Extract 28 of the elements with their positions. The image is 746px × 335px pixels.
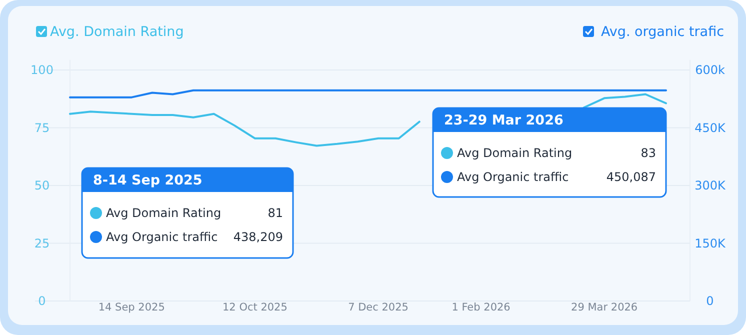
annotation: 81 [268, 206, 283, 220]
y2-tick-label: 0 [706, 294, 714, 308]
annotation: Avg Domain Rating [457, 146, 572, 160]
annotation: 438,209 [233, 230, 283, 244]
x-tick-label: 29 Mar 2026 [571, 302, 638, 314]
annotation: Avg Organic traffic [457, 170, 569, 184]
y-tick-label: 75 [34, 120, 50, 135]
annotation: Avg Organic traffic [106, 230, 218, 244]
y-tick-label: 25 [34, 236, 50, 250]
y-tick-label: 50 [34, 178, 50, 193]
x-tick-label: 12 Oct 2025 [222, 302, 288, 314]
annotation: 83 [640, 146, 656, 160]
x-tick-label: 14 Sep 2025 [98, 302, 165, 314]
annotation: Avg Domain Rating [106, 206, 222, 220]
annotation: 8-14 Sep 2025 [93, 172, 202, 189]
line-series [69, 89, 667, 98]
legend-label: Avg. organic trafic [600, 24, 724, 40]
y2-tick-label: 300K [694, 178, 727, 193]
annotation: 450,087 [606, 170, 656, 184]
y2-tick-label: 150K [694, 236, 727, 250]
annotation: 23-29 Mar 2026 [444, 112, 564, 129]
x-tick-label: 7 Dec 2025 [348, 302, 408, 314]
y2-tick-label: 600k [695, 63, 725, 78]
y-tick-label: 0 [38, 294, 46, 308]
x-tick-label: 1 Feb 2026 [452, 302, 511, 314]
y2-tick-label: 450K [694, 120, 727, 135]
legend-label: Avg. Domain Rating [50, 24, 184, 40]
y-tick-label: 100 [30, 63, 54, 78]
